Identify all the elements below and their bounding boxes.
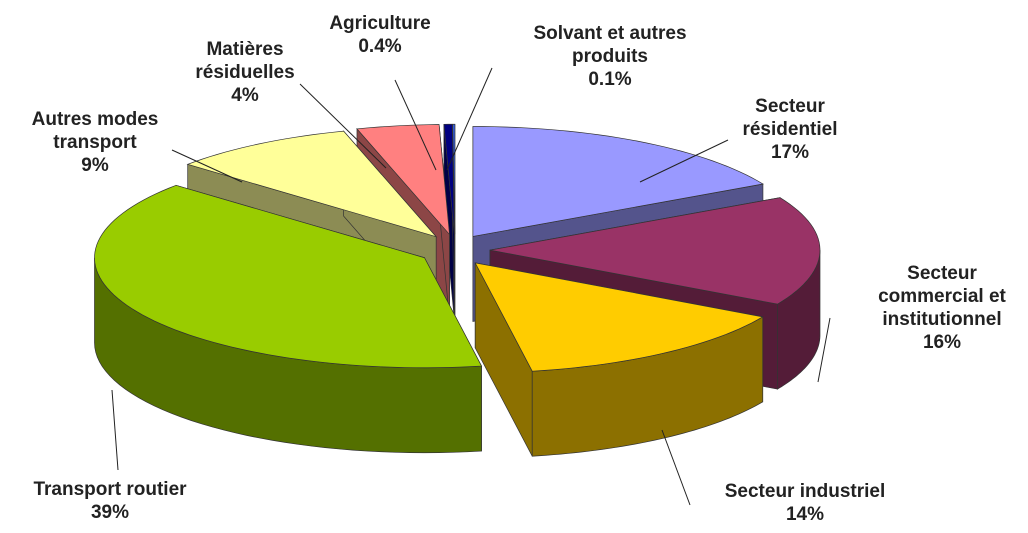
category-label: Agriculture [329,13,431,34]
slice-label: Transport routier 39% [0,478,220,524]
slice-label: Secteur industriel 14% [690,480,920,526]
slice-top [489,197,821,305]
slice-top [452,123,456,235]
leader-line [171,149,243,183]
slice-top [472,126,764,237]
value-label: 4% [231,85,259,106]
value-label: 0.4% [358,36,402,57]
value-label: 17% [770,142,810,163]
value-label: 0.1% [588,69,632,90]
slice-label: Secteur commercial et institutionnel 16% [855,262,1028,354]
slice [474,262,764,457]
leader-line [299,83,387,169]
category-label: Transport routier [33,479,187,500]
value-label: 9% [81,155,109,176]
slice-label: Secteur résidentiel 17% [720,95,860,164]
value-label: 16% [922,332,962,353]
leader-line [446,67,493,171]
leader-line [111,389,119,471]
category-label: Solvant et autres produits [533,23,687,67]
slice-top [443,123,455,235]
slice-top [356,124,450,236]
slice-top [94,184,483,369]
category-label: Autres modes transport [31,109,159,153]
value-label: 14% [785,504,825,525]
slice [94,184,483,454]
leader-line [817,317,831,383]
category-label: Matières résiduelles [195,39,295,83]
category-label: Secteur commercial et institutionnel [878,263,1006,330]
slice [443,123,455,320]
slice-label: Autres modes transport 9% [15,108,175,177]
leader-line [661,429,691,506]
slice-top [186,130,438,238]
slice-label: Matières résiduelles 4% [180,38,310,107]
category-label: Secteur industriel [724,481,886,502]
slice-top [474,262,764,372]
slice-label: Agriculture 0.4% [310,12,450,58]
category-label: Secteur résidentiel [742,96,838,140]
leader-line [394,79,437,171]
value-label: 39% [90,502,130,523]
leader-line [639,139,729,183]
slice-label: Solvant et autres produits 0.1% [505,22,715,91]
